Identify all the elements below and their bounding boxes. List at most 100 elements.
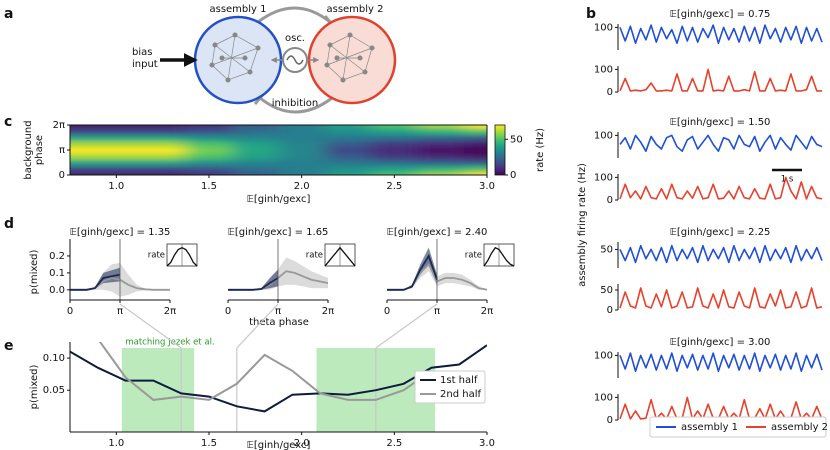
heatmap-cell xyxy=(417,171,465,175)
assembly-2-node xyxy=(307,15,397,105)
error-band xyxy=(228,269,278,290)
x-axis-label: 𝔼[ginh/gexc] xyxy=(247,194,311,205)
heatmap-cell xyxy=(185,125,233,129)
heatmap-cell xyxy=(324,159,372,167)
y-axis-label: phase xyxy=(34,135,45,165)
heatmap-cell xyxy=(70,146,94,154)
colorbar-tick-label: 0 xyxy=(510,170,516,181)
heatmap-cell xyxy=(139,134,187,142)
heatmap-cell xyxy=(324,165,372,173)
inset-label: rate xyxy=(148,251,165,261)
firing-trace xyxy=(619,244,823,264)
inhibition-label: inhibition xyxy=(272,98,319,109)
y-tick-label: 0 xyxy=(607,87,613,98)
osc-label: osc. xyxy=(285,33,305,44)
heatmap-cell xyxy=(185,153,233,160)
y-tick-label: 100 xyxy=(594,64,613,75)
series-line xyxy=(98,342,432,401)
x-tick-label: 0 xyxy=(67,306,73,317)
x-tick-label: 2π xyxy=(481,306,493,317)
span-label: matching Jezek et al. xyxy=(125,338,214,348)
y-tick-label: 100 xyxy=(594,392,613,403)
heatmap-cell xyxy=(417,140,465,148)
y-tick-label: 0.10 xyxy=(43,353,65,364)
y-tick-label: 100 xyxy=(594,22,613,33)
error-band xyxy=(387,247,437,290)
y-tick-label: 0 xyxy=(607,195,613,206)
legend-label: assembly 2 xyxy=(771,422,828,433)
trace-title: 𝔼[ginh/gexc] = 2.25 xyxy=(670,227,771,238)
assembly-1-node xyxy=(193,15,283,105)
panel-label: e xyxy=(4,338,14,354)
heatmap-cell xyxy=(70,171,94,175)
phase-line xyxy=(228,277,279,291)
heatmap-cell xyxy=(417,165,465,173)
heatmap-cell xyxy=(371,134,418,142)
heatmap-cell xyxy=(139,159,187,167)
x-tick-label: 1.0 xyxy=(108,438,124,449)
heatmap-cell xyxy=(93,159,140,167)
heatmap-cell xyxy=(93,153,140,160)
heatmap-cell xyxy=(371,165,418,173)
inset-curve xyxy=(324,246,356,267)
firing-trace xyxy=(619,352,823,372)
heatmap-cell xyxy=(278,159,326,167)
heatmap-cell xyxy=(185,165,233,173)
heatmap-cell xyxy=(232,159,279,167)
heatmap-cell xyxy=(463,134,487,142)
y-tick-label: 100 xyxy=(594,350,613,361)
y-tick-label: 100 xyxy=(594,172,613,183)
subplot-title: 𝔼[ginh/gexc] = 2.40 xyxy=(387,227,488,238)
heatmap-cell xyxy=(463,171,487,175)
x-axis-label: 𝔼[ginh/gexc] xyxy=(247,440,311,450)
heatmap-cell xyxy=(463,153,487,160)
reference-span xyxy=(121,348,195,432)
x-tick-label: π xyxy=(434,306,440,317)
heatmap-cell xyxy=(70,159,94,167)
panel-label: b xyxy=(586,6,596,22)
heatmap-cell xyxy=(463,165,487,173)
heatmap-cell xyxy=(232,171,279,175)
y-tick-label: π xyxy=(59,145,65,156)
colorbar-tick-label: 50 xyxy=(510,134,523,145)
network-dots xyxy=(209,32,375,83)
legend-box xyxy=(649,416,827,438)
heatmap-cell xyxy=(278,125,326,129)
heatmap-cell xyxy=(463,140,487,148)
trace-title: 𝔼[ginh/gexc] = 0.75 xyxy=(670,9,771,20)
x-tick-label: 1.5 xyxy=(201,438,217,449)
firing-trace xyxy=(619,134,823,152)
heatmap-cell xyxy=(371,146,418,154)
y-tick-label: 2π xyxy=(53,120,65,131)
heatmap-cell xyxy=(139,146,187,154)
heatmap-cell xyxy=(463,125,487,129)
inset-label: rate xyxy=(306,251,323,261)
heatmap-cell xyxy=(232,125,279,129)
x-tick-label: 3.0 xyxy=(479,181,495,192)
subplot-title: 𝔼[ginh/gexc] = 1.65 xyxy=(228,227,329,238)
subplot-title: 𝔼[ginh/gexc] = 1.35 xyxy=(70,227,171,238)
heatmap-cell xyxy=(417,128,465,135)
y-tick-label: 0.2 xyxy=(49,251,65,262)
heatmap-cell xyxy=(139,125,187,129)
heatmap-cell xyxy=(185,128,233,135)
y-tick-label: 0 xyxy=(607,305,613,316)
heatmap-cell xyxy=(278,134,326,142)
heatmap-cell xyxy=(324,128,372,135)
heatmap-cell xyxy=(70,125,94,129)
x-tick-label: 2.5 xyxy=(386,438,402,449)
inhibition-arc xyxy=(259,96,333,114)
heatmap xyxy=(70,125,487,175)
y-tick-label: 100 xyxy=(594,130,613,141)
y-axis-label: p(mixed) xyxy=(29,250,40,295)
heatmap-cell xyxy=(232,128,279,135)
firing-trace xyxy=(619,68,822,92)
error-band xyxy=(70,267,120,290)
heatmap-cell xyxy=(93,128,140,135)
heatmap-cell xyxy=(371,140,418,148)
inset-curve xyxy=(483,246,515,267)
panel-label: c xyxy=(4,114,12,130)
heatmap-cell xyxy=(70,140,94,148)
heatmap-cell xyxy=(324,153,372,160)
y-tick-label: 0 xyxy=(607,415,613,426)
